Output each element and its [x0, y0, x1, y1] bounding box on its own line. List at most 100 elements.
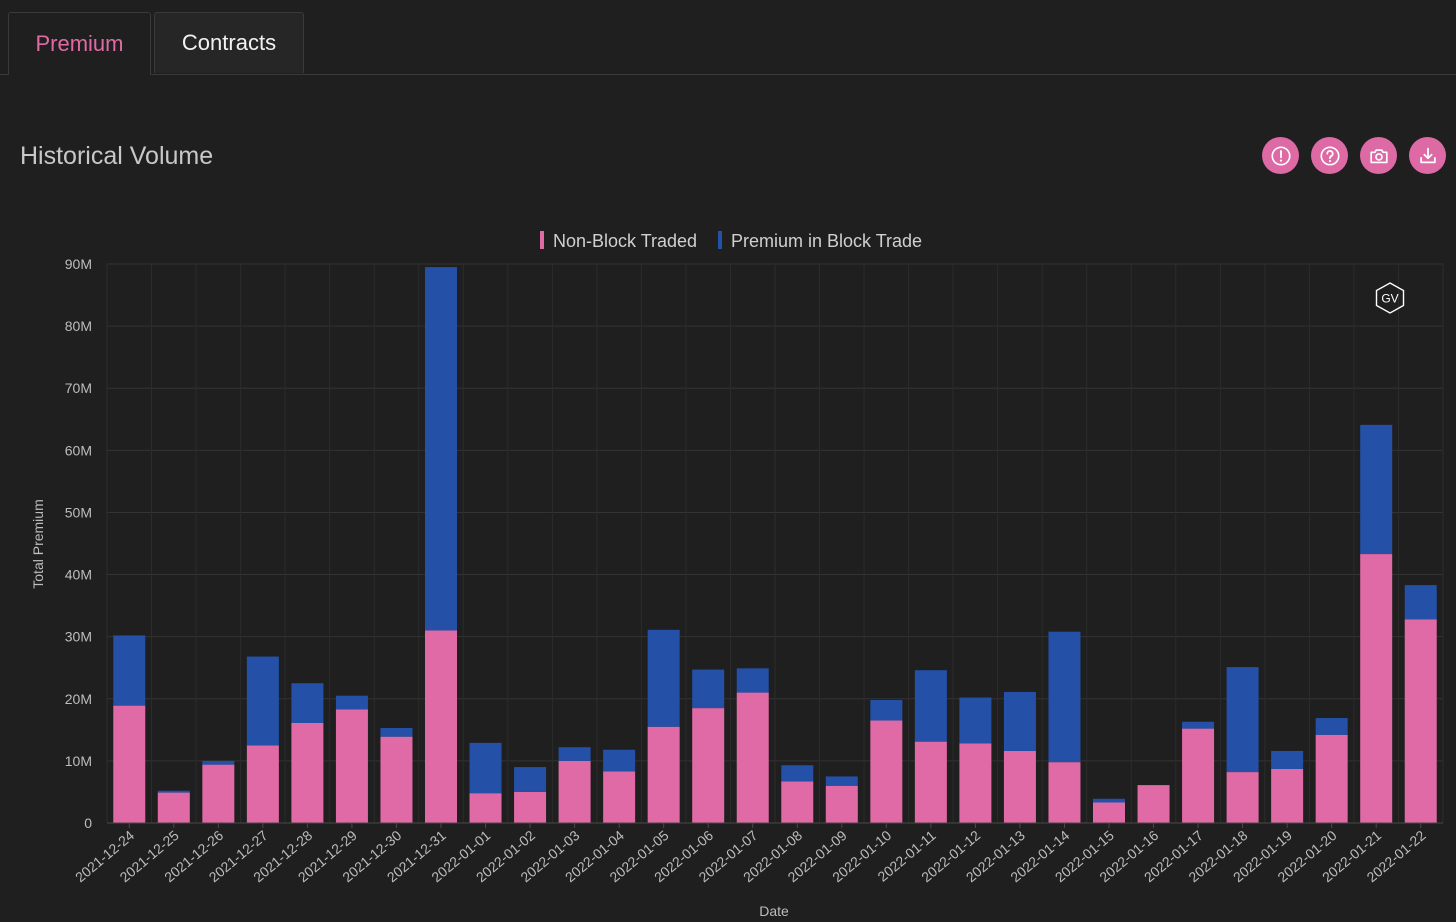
bar-block-2022-01-10[interactable] — [870, 700, 903, 721]
bar-non-block-2022-01-09[interactable] — [825, 785, 858, 823]
bar-non-block-2021-12-30[interactable] — [380, 736, 413, 823]
tab-contracts[interactable]: Contracts — [154, 12, 304, 73]
bar-non-block-2022-01-11[interactable] — [914, 741, 947, 823]
legend-swatch-block — [718, 231, 722, 249]
bar-block-2022-01-01[interactable] — [469, 742, 502, 794]
x-tick-label: 2022-01-19 — [1230, 827, 1295, 885]
bar-non-block-2021-12-25[interactable] — [157, 792, 190, 823]
bar-block-2022-01-11[interactable] — [914, 670, 947, 742]
bar-non-block-2022-01-06[interactable] — [692, 708, 725, 823]
bar-block-2022-01-15[interactable] — [1093, 798, 1125, 803]
bar-non-block-2022-01-13[interactable] — [1003, 750, 1036, 823]
bar-non-block-2021-12-28[interactable] — [291, 723, 324, 823]
bar-block-2021-12-25[interactable] — [157, 790, 190, 793]
bar-non-block-2022-01-19[interactable] — [1271, 768, 1304, 823]
bar-block-2021-12-24[interactable] — [113, 635, 146, 706]
bar-non-block-2022-01-10[interactable] — [870, 720, 903, 823]
bar-non-block-2022-01-22[interactable] — [1404, 619, 1437, 823]
bar-non-block-2022-01-04[interactable] — [603, 771, 636, 823]
bar-non-block-2022-01-07[interactable] — [736, 692, 769, 823]
screenshot-button[interactable] — [1360, 137, 1397, 174]
bar-block-2022-01-06[interactable] — [692, 669, 725, 709]
x-tick-label: 2022-01-02 — [473, 827, 538, 885]
bar-block-2022-01-14[interactable] — [1048, 631, 1081, 763]
y-tick-label: 80M — [65, 318, 92, 334]
bar-non-block-2022-01-12[interactable] — [959, 743, 992, 823]
exclamation-circle-icon — [1270, 145, 1291, 166]
bar-block-2022-01-20[interactable] — [1315, 718, 1348, 735]
bar-non-block-2021-12-24[interactable] — [113, 705, 146, 823]
bar-non-block-2022-01-18[interactable] — [1226, 772, 1259, 823]
legend-label-non-block: Non-Block Traded — [553, 231, 697, 251]
bar-block-2022-01-04[interactable] — [603, 749, 636, 772]
bar-block-2022-01-19[interactable] — [1271, 750, 1304, 769]
bar-non-block-2022-01-14[interactable] — [1048, 762, 1081, 823]
bar-block-2022-01-13[interactable] — [1003, 691, 1036, 751]
download-button[interactable] — [1409, 137, 1446, 174]
y-tick-label: 50M — [65, 504, 92, 520]
question-circle-icon — [1319, 145, 1340, 166]
legend-swatch-non-block — [540, 231, 544, 249]
bar-block-2022-01-05[interactable] — [647, 629, 680, 727]
y-tick-label: 40M — [65, 567, 92, 583]
bar-non-block-2021-12-26[interactable] — [202, 764, 235, 823]
bar-non-block-2021-12-29[interactable] — [335, 709, 368, 823]
help-button[interactable] — [1311, 137, 1348, 174]
x-tick-label: 2022-01-01 — [428, 827, 493, 885]
bar-block-2021-12-30[interactable] — [380, 727, 413, 737]
bar-block-2022-01-03[interactable] — [558, 747, 591, 761]
bar-block-2022-01-08[interactable] — [781, 765, 814, 782]
x-tick-label: 2022-01-17 — [1141, 827, 1206, 885]
bar-block-2022-01-21[interactable] — [1360, 424, 1393, 555]
tab-premium[interactable]: Premium — [8, 12, 151, 75]
chart-toolbar — [1262, 137, 1446, 174]
bar-block-2022-01-07[interactable] — [736, 668, 769, 693]
x-tick-label: 2022-01-18 — [1185, 827, 1250, 885]
bar-block-2021-12-29[interactable] — [335, 695, 368, 710]
x-tick-label: 2022-01-04 — [562, 827, 627, 885]
x-tick-label: 2022-01-12 — [918, 827, 983, 885]
bar-block-2022-01-12[interactable] — [959, 697, 992, 744]
x-tick-label: 2022-01-03 — [517, 827, 582, 885]
bar-block-2021-12-31[interactable] — [425, 267, 457, 631]
x-tick-label: 2022-01-13 — [963, 827, 1028, 885]
camera-icon — [1369, 148, 1388, 163]
bar-block-2021-12-28[interactable] — [291, 683, 324, 724]
y-axis-label: Total Premium — [30, 499, 46, 588]
x-axis-label: Date — [759, 903, 789, 919]
info-button[interactable] — [1262, 137, 1299, 174]
bar-non-block-2022-01-01[interactable] — [469, 793, 502, 823]
chart-legend: Non-Block Traded Premium in Block Trade — [540, 231, 922, 251]
bar-non-block-2022-01-17[interactable] — [1182, 728, 1215, 823]
bar-non-block-2022-01-16[interactable] — [1137, 785, 1170, 823]
bar-block-2022-01-02[interactable] — [514, 767, 547, 792]
bar-non-block-2022-01-03[interactable] — [558, 760, 591, 823]
tab-bar: Premium Contracts — [0, 0, 1456, 75]
watermark-text: GV — [1381, 292, 1398, 306]
bar-block-2021-12-27[interactable] — [246, 656, 279, 746]
chart-title: Historical Volume — [20, 142, 214, 170]
x-tick-label: 2022-01-16 — [1096, 827, 1161, 885]
bar-non-block-2022-01-15[interactable] — [1093, 802, 1125, 823]
bar-block-2022-01-17[interactable] — [1182, 721, 1215, 729]
bar-non-block-2021-12-27[interactable] — [246, 745, 279, 823]
x-tick-label: 2021-12-30 — [339, 827, 404, 885]
x-tick-label: 2022-01-07 — [696, 827, 761, 885]
bar-block-2022-01-18[interactable] — [1226, 667, 1259, 773]
bar-block-2021-12-26[interactable] — [202, 760, 235, 765]
bar-non-block-2022-01-05[interactable] — [647, 726, 680, 823]
bar-non-block-2022-01-02[interactable] — [514, 791, 547, 823]
bar-non-block-2022-01-20[interactable] — [1315, 734, 1348, 823]
x-tick-label: 2021-12-28 — [250, 827, 315, 885]
bar-non-block-2022-01-08[interactable] — [781, 781, 814, 823]
bar-block-2022-01-22[interactable] — [1404, 585, 1437, 620]
bar-non-block-2021-12-31[interactable] — [425, 630, 457, 823]
bar-non-block-2022-01-21[interactable] — [1360, 554, 1393, 823]
bar-block-2022-01-09[interactable] — [825, 776, 858, 786]
x-tick-label: 2022-01-21 — [1319, 827, 1384, 885]
x-tick-label: 2022-01-10 — [829, 827, 894, 885]
x-tick-label: 2022-01-08 — [740, 827, 805, 885]
x-tick-label: 2021-12-27 — [206, 827, 271, 885]
x-tick-label: 2021-12-24 — [72, 827, 137, 885]
